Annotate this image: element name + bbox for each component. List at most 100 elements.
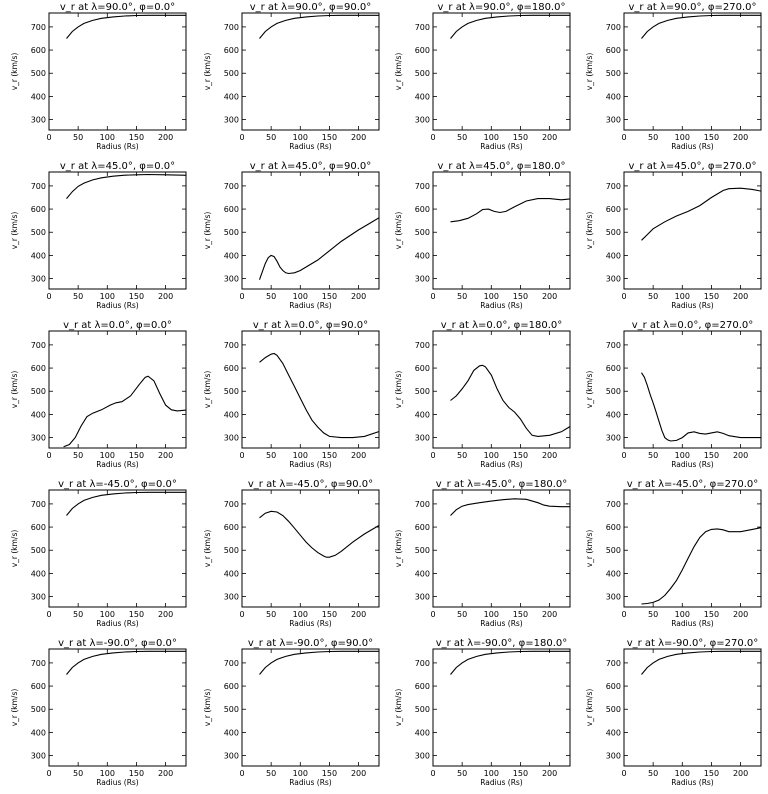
y-tick-label: 600 [31,46,46,55]
plot-frame [623,330,762,449]
y-tick-label: 400 [31,92,46,101]
x-tick-label: 50 [73,610,83,619]
y-tick-label: 700 [31,341,46,350]
x-tick-label: 50 [648,769,658,778]
x-tick-label: 100 [484,133,499,142]
y-tick-label: 500 [31,387,46,396]
x-tick-label: 0 [46,133,51,142]
x-tick-label: 100 [675,133,690,142]
series-line [63,375,186,448]
y-tick-label: 700 [606,659,621,668]
x-axis-label: Radius (Rs) [671,142,714,151]
y-tick-label: 600 [224,364,239,373]
plot-frame [623,489,762,608]
series-line [450,198,570,223]
y-axis-label: v_r (km/s) [10,53,19,91]
series-line [66,650,186,675]
y-tick-label: 400 [415,569,430,578]
series-line [450,498,570,516]
chart-panel: v_r at λ=-45.0°, φ=0.0° 0 50 100 150 200 300 40… [10,479,187,628]
x-axis-label: Radius (Rs) [480,460,523,469]
y-tick-label: 400 [31,569,46,578]
y-tick-label: 600 [31,682,46,691]
x-tick-label: 100 [293,610,308,619]
chart-title: v_r at λ=-45.0°, φ=90.0° [248,479,373,490]
x-tick-label: 50 [648,292,658,301]
y-tick-label: 700 [224,182,239,191]
chart-panel: v_r at λ=0.0°, φ=0.0° 0 50 100 150 200 300 400 5… [10,320,187,469]
x-tick-label: 100 [484,451,499,460]
x-axis-label: Radius (Rs) [671,301,714,310]
x-tick-label: 50 [73,133,83,142]
y-tick-label: 300 [606,752,621,761]
x-tick-label: 100 [675,451,690,460]
chart-title: v_r at λ=90.0°, φ=180.0° [438,2,566,13]
y-tick-label: 600 [606,205,621,214]
x-axis-label: Radius (Rs) [671,619,714,628]
series-line [641,372,761,442]
y-tick-label: 400 [606,569,621,578]
y-tick-label: 500 [606,69,621,78]
y-tick-label: 300 [224,275,239,284]
y-tick-label: 500 [415,69,430,78]
y-tick-label: 500 [224,546,239,555]
x-tick-label: 150 [513,292,528,301]
y-tick-label: 300 [31,434,46,443]
y-tick-label: 300 [606,116,621,125]
y-tick-label: 500 [31,69,46,78]
y-tick-label: 600 [31,523,46,532]
y-tick-label: 700 [606,23,621,32]
series-line [259,352,379,439]
x-tick-label: 50 [73,769,83,778]
x-tick-label: 0 [239,133,244,142]
x-tick-label: 150 [513,133,528,142]
y-axis-label: v_r (km/s) [203,212,212,250]
y-tick-label: 600 [415,205,430,214]
x-tick-label: 100 [484,610,499,619]
x-tick-label: 150 [704,610,719,619]
series-line [641,14,761,39]
x-tick-label: 150 [704,292,719,301]
y-axis-label: v_r (km/s) [394,530,403,568]
x-tick-label: 150 [513,451,528,460]
x-axis-label: Radius (Rs) [671,460,714,469]
chart-panel: v_r at λ=-90.0°, φ=0.0° 0 50 100 150 200 300 40… [10,638,187,787]
x-tick-label: 150 [322,133,337,142]
x-tick-label: 100 [293,133,308,142]
y-tick-label: 600 [415,682,430,691]
x-tick-label: 200 [351,451,366,460]
chart-title: v_r at λ=90.0°, φ=0.0° [60,2,175,13]
y-tick-label: 600 [415,523,430,532]
x-tick-label: 0 [430,610,435,619]
y-tick-label: 400 [224,251,239,260]
x-axis-label: Radius (Rs) [96,301,139,310]
y-tick-label: 400 [31,728,46,737]
x-tick-label: 200 [351,610,366,619]
x-tick-label: 100 [293,769,308,778]
x-tick-label: 50 [457,769,467,778]
y-tick-label: 300 [415,275,430,284]
y-tick-label: 300 [415,593,430,602]
x-tick-label: 100 [293,451,308,460]
chart-title: v_r at λ=0.0°, φ=0.0° [63,320,172,331]
x-tick-label: 50 [648,451,658,460]
plot-frame [48,12,187,131]
x-tick-label: 100 [675,292,690,301]
x-tick-label: 0 [239,292,244,301]
x-tick-label: 0 [46,451,51,460]
y-tick-label: 300 [31,752,46,761]
y-tick-label: 300 [31,116,46,125]
y-axis-label: v_r (km/s) [585,212,594,250]
x-tick-label: 150 [704,451,719,460]
x-tick-label: 150 [129,133,144,142]
y-tick-label: 500 [606,228,621,237]
x-tick-label: 50 [648,133,658,142]
y-tick-label: 700 [415,341,430,350]
plot-frame [241,648,380,767]
y-axis-label: v_r (km/s) [10,212,19,250]
chart-panel: v_r at λ=90.0°, φ=270.0° 0 50 100 150 200 300 4… [585,2,762,151]
x-axis-label: Radius (Rs) [289,778,332,787]
y-tick-label: 600 [606,682,621,691]
chart-title: v_r at λ=90.0°, φ=90.0° [250,2,372,13]
series-line [66,491,186,516]
